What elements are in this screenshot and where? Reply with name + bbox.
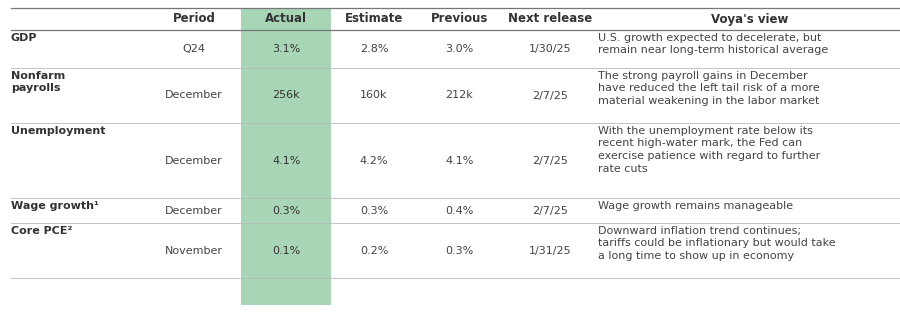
- Text: 0.4%: 0.4%: [446, 206, 473, 215]
- Text: GDP: GDP: [11, 33, 37, 43]
- Text: 3.1%: 3.1%: [272, 44, 301, 54]
- Text: Downward inflation trend continues;
tariffs could be inflationary but would take: Downward inflation trend continues; tari…: [598, 225, 836, 261]
- Text: 4.1%: 4.1%: [446, 156, 473, 166]
- Text: Nonfarm
payrolls: Nonfarm payrolls: [11, 70, 65, 93]
- Text: 212k: 212k: [446, 90, 473, 100]
- Text: 2/7/25: 2/7/25: [533, 156, 568, 166]
- Text: 0.3%: 0.3%: [360, 206, 388, 215]
- Text: 256k: 256k: [273, 90, 300, 100]
- Text: Core PCE²: Core PCE²: [11, 225, 72, 235]
- Text: November: November: [165, 245, 223, 255]
- Text: 2/7/25: 2/7/25: [533, 90, 568, 100]
- Text: 1/30/25: 1/30/25: [529, 44, 572, 54]
- Text: December: December: [165, 206, 223, 215]
- Text: Wage growth¹: Wage growth¹: [11, 201, 99, 211]
- Text: U.S. growth expected to decelerate, but
remain near long-term historical average: U.S. growth expected to decelerate, but …: [598, 33, 829, 55]
- Text: 2.8%: 2.8%: [360, 44, 388, 54]
- Text: December: December: [165, 156, 223, 166]
- Text: Estimate: Estimate: [345, 13, 403, 25]
- Text: 3.0%: 3.0%: [446, 44, 473, 54]
- Text: 4.1%: 4.1%: [272, 156, 301, 166]
- Text: 160k: 160k: [360, 90, 388, 100]
- Text: 0.1%: 0.1%: [272, 245, 301, 255]
- Text: Previous: Previous: [431, 13, 488, 25]
- Text: 0.3%: 0.3%: [446, 245, 473, 255]
- Text: Voya's view: Voya's view: [711, 13, 788, 25]
- Text: With the unemployment rate below its
recent high-water mark, the Fed can
exercis: With the unemployment rate below its rec…: [598, 126, 821, 174]
- Text: 0.2%: 0.2%: [360, 245, 388, 255]
- Text: 1/31/25: 1/31/25: [529, 245, 572, 255]
- Bar: [241, 8, 331, 305]
- Text: Wage growth remains manageable: Wage growth remains manageable: [598, 201, 794, 211]
- Text: Period: Period: [173, 13, 215, 25]
- Text: December: December: [165, 90, 223, 100]
- Text: 4.2%: 4.2%: [360, 156, 388, 166]
- Text: Next release: Next release: [508, 13, 592, 25]
- Text: The strong payroll gains in December
have reduced the left tail risk of a more
m: The strong payroll gains in December hav…: [598, 70, 820, 106]
- Text: Unemployment: Unemployment: [11, 126, 105, 136]
- Text: 0.3%: 0.3%: [272, 206, 301, 215]
- Text: Q24: Q24: [183, 44, 205, 54]
- Text: 2/7/25: 2/7/25: [533, 206, 568, 215]
- Text: Actual: Actual: [266, 13, 307, 25]
